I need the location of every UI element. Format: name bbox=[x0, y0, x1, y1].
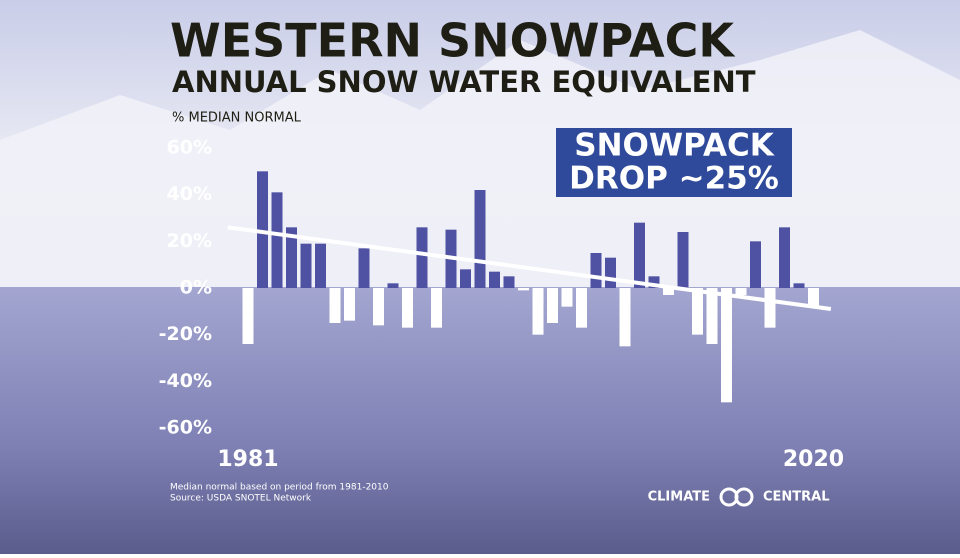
bar bbox=[634, 222, 645, 288]
bar bbox=[619, 288, 631, 347]
bar bbox=[373, 288, 384, 326]
bar bbox=[416, 227, 428, 288]
background-lower bbox=[0, 287, 960, 554]
bar bbox=[518, 288, 529, 291]
y-axis-label: % MEDIAN NORMAL bbox=[172, 111, 302, 126]
trend-line bbox=[227, 225, 832, 311]
logo-text: CLIMATE bbox=[648, 490, 710, 505]
chart-title: WESTERN SNOWPACK bbox=[170, 14, 736, 68]
bar bbox=[344, 288, 355, 321]
bar bbox=[692, 288, 703, 335]
bar bbox=[808, 288, 819, 307]
x-tick-label: 1981 bbox=[217, 447, 278, 472]
mountain bbox=[0, 30, 960, 287]
bar bbox=[648, 276, 660, 288]
bar bbox=[605, 257, 616, 288]
x-tick-label: 2020 bbox=[783, 447, 844, 472]
y-tick-label: 40% bbox=[167, 183, 212, 205]
bar bbox=[358, 248, 370, 288]
bar bbox=[706, 288, 718, 344]
bar bbox=[257, 171, 268, 288]
bar bbox=[329, 288, 341, 323]
bar bbox=[387, 283, 399, 288]
y-tick-label: 60% bbox=[167, 137, 212, 159]
note: Median normal based on period from 1981-… bbox=[170, 483, 389, 493]
y-tick-label: -40% bbox=[159, 370, 212, 392]
bar bbox=[503, 276, 515, 288]
bar bbox=[286, 227, 297, 288]
bar bbox=[300, 243, 312, 288]
bar bbox=[460, 269, 471, 288]
bar bbox=[677, 232, 689, 288]
bar bbox=[663, 288, 674, 295]
bar bbox=[242, 288, 254, 344]
bar bbox=[764, 288, 776, 328]
y-tick-label: 20% bbox=[167, 230, 212, 252]
note: Source: USDA SNOTEL Network bbox=[170, 494, 312, 504]
y-tick-label: -20% bbox=[159, 323, 212, 345]
bar bbox=[779, 227, 790, 288]
bar bbox=[315, 243, 326, 288]
bar bbox=[735, 288, 747, 295]
bar bbox=[474, 190, 486, 288]
annotation: SNOWPACK bbox=[574, 128, 774, 164]
annotation: DROP ~25% bbox=[569, 161, 779, 197]
bar bbox=[431, 288, 442, 328]
bar bbox=[793, 283, 805, 288]
bar bbox=[590, 253, 602, 288]
annotation-box bbox=[556, 128, 792, 197]
y-tick-label: 0% bbox=[180, 277, 212, 299]
logo-text: CENTRAL bbox=[763, 490, 830, 505]
chart-subtitle: ANNUAL SNOW WATER EQUIVALENT bbox=[172, 65, 756, 99]
bar bbox=[547, 288, 558, 323]
bar bbox=[402, 288, 413, 328]
bar bbox=[750, 241, 761, 288]
bar bbox=[721, 288, 732, 403]
y-tick-label: -60% bbox=[159, 417, 212, 439]
bar bbox=[561, 288, 573, 307]
bar bbox=[489, 271, 500, 288]
bar bbox=[532, 288, 544, 335]
bar bbox=[271, 192, 283, 288]
bar bbox=[576, 288, 587, 328]
logo-icon bbox=[734, 487, 754, 507]
